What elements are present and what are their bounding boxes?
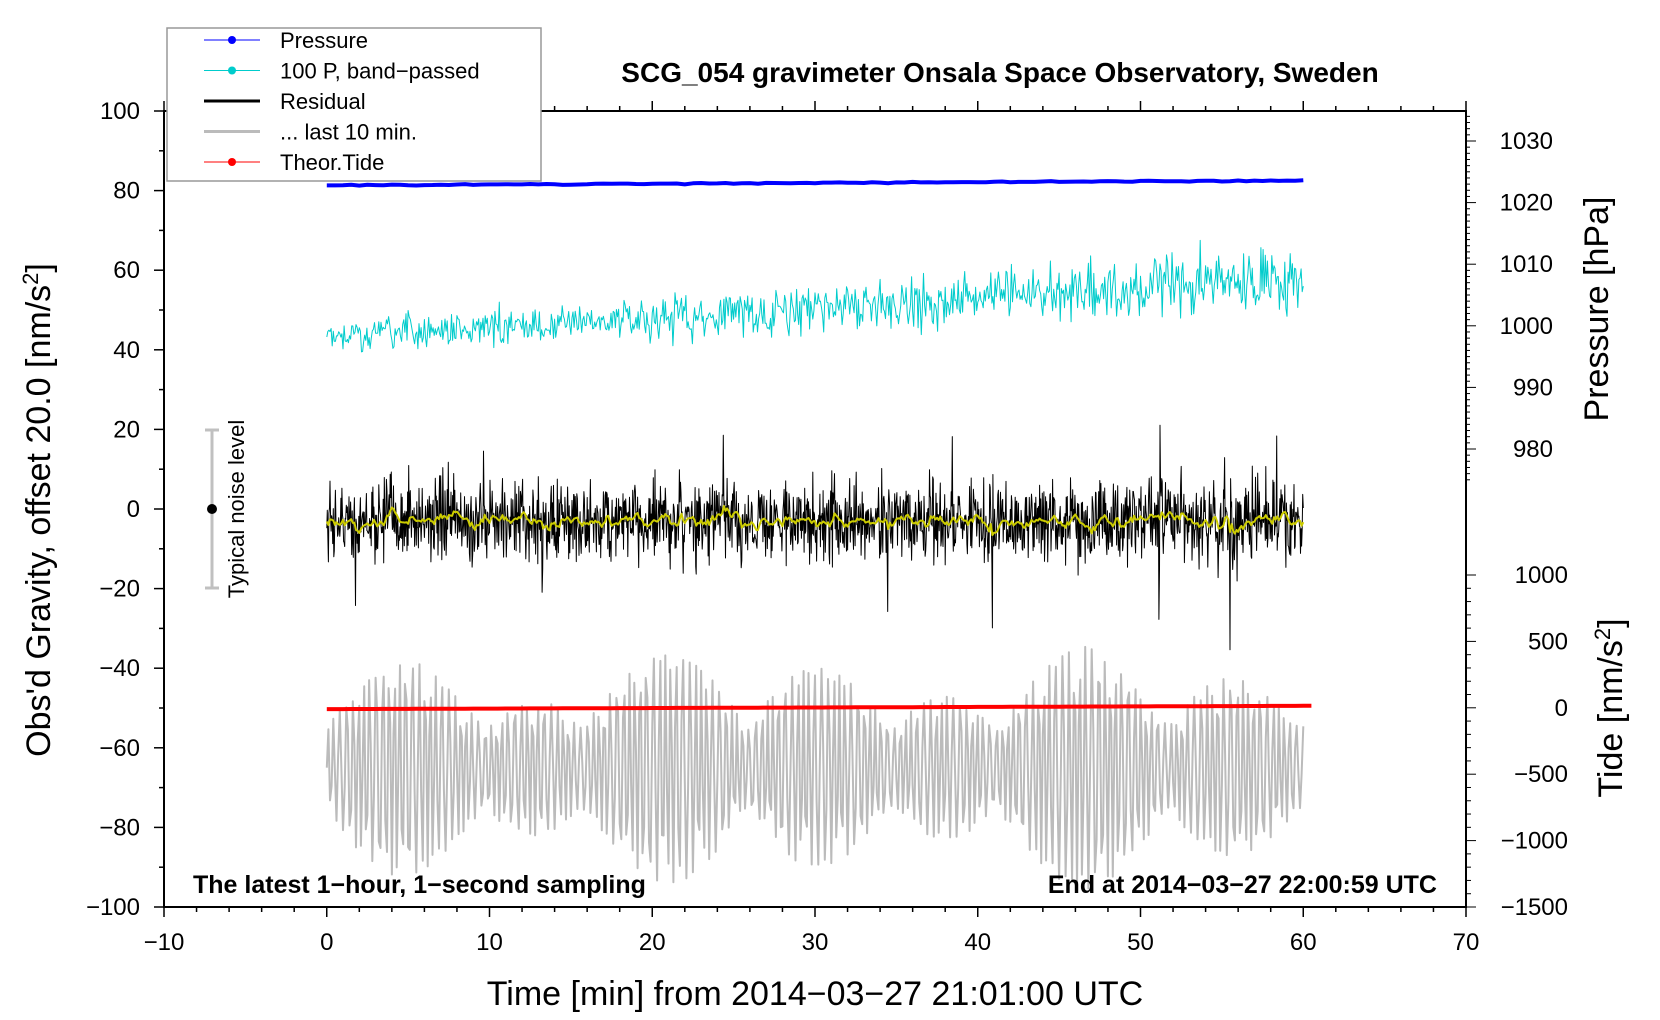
noise-bar-label: Typical noise level — [224, 420, 249, 599]
x-tick-label: −10 — [144, 929, 185, 956]
y-axis-label-main: Obs'd Gravity, offset 20.0 [nm/s — [20, 285, 58, 757]
y-tick-label: 80 — [113, 178, 140, 205]
y-tick-label: −40 — [99, 655, 140, 682]
legend-label: Pressure — [280, 28, 368, 53]
tide-tick-label: 500 — [1528, 628, 1568, 655]
x-tick-label: 50 — [1127, 929, 1154, 956]
annotation-end-time: End at 2014−03−27 22:00:59 UTC — [1048, 871, 1437, 899]
pressure-tick-label: 990 — [1513, 374, 1553, 401]
y-tick-label: 0 — [127, 496, 140, 523]
axes-layer: −10 0 10 20 30 40 50 60 70100806040200−20−40−60−… — [86, 98, 1568, 956]
tide-axis-label-end: ] — [1592, 618, 1630, 627]
legend: Pressure 100 P, band−passed Residual ... la… — [166, 27, 542, 182]
legend-item: Theor.Tide — [204, 150, 384, 175]
pressure-tick-label: 1020 — [1500, 190, 1553, 217]
series-pressure-bandpassed — [326, 239, 1304, 353]
legend-swatch-marker — [228, 36, 236, 44]
legend-swatch-marker — [228, 158, 236, 166]
series-residual — [326, 424, 1304, 651]
legend-label: Theor.Tide — [280, 150, 384, 175]
x-tick-label: 10 — [476, 929, 503, 956]
tide-tick-label: 0 — [1555, 695, 1568, 722]
y-tick-label: 40 — [113, 337, 140, 364]
series-pressure — [326, 178, 1304, 188]
pressure-axis-label: Pressure [hPa] — [1578, 197, 1616, 422]
y-axis-label-sup: 2 — [18, 273, 43, 285]
pressure-tick-label: 1000 — [1500, 313, 1553, 340]
legend-label: ... last 10 min. — [280, 120, 417, 145]
tide-tick-label: −1000 — [1501, 828, 1568, 855]
series-residual-smoothed — [325, 505, 1305, 537]
legend-item: 100 P, band−passed — [204, 59, 480, 84]
y-tick-label: −100 — [86, 894, 140, 921]
x-tick-label: 70 — [1453, 929, 1480, 956]
y-tick-label: 60 — [113, 257, 140, 284]
y-tick-label: −20 — [99, 576, 140, 603]
tide-tick-label: 1000 — [1515, 562, 1568, 589]
annotation-sampling: The latest 1−hour, 1−second sampling — [193, 871, 646, 899]
pressure-tick-label: 1030 — [1500, 128, 1553, 155]
x-tick-label: 40 — [964, 929, 991, 956]
chart-title: SCG_054 gravimeter Onsala Space Observat… — [621, 57, 1378, 88]
tide-tick-label: −500 — [1514, 761, 1568, 788]
pressure-tick-label: 980 — [1513, 436, 1553, 463]
x-tick-label: 20 — [639, 929, 666, 956]
y-tick-label: 100 — [100, 98, 140, 125]
tide-tick-label: −1500 — [1501, 894, 1568, 921]
y-tick-label: −80 — [99, 814, 140, 841]
pressure-tick-label: 1010 — [1500, 251, 1553, 278]
noise-level-indicator: Typical noise level — [205, 420, 249, 599]
legend-item: Pressure — [204, 28, 368, 53]
x-tick-label: 0 — [320, 929, 333, 956]
legend-swatch-marker — [228, 66, 236, 75]
y-axis-label: Obs'd Gravity, offset 20.0 [nm/s2] — [18, 263, 59, 757]
tide-axis-label: Tide [nm/s2] — [1590, 618, 1631, 797]
series-theor-tide — [326, 703, 1312, 712]
noise-bar-center-dot — [207, 504, 217, 514]
x-tick-label: 30 — [802, 929, 829, 956]
tide-axis-label-main: Tide [nm/s — [1592, 640, 1630, 797]
series-last-10-min — [325, 645, 1305, 890]
x-axis-label: Time [min] from 2014−03−27 21:01:00 UTC — [487, 975, 1143, 1013]
y-tick-label: −60 — [99, 735, 140, 762]
legend-item: Residual — [204, 89, 366, 114]
tide-axis-label-sup: 2 — [1590, 628, 1615, 640]
legend-label: 100 P, band−passed — [280, 59, 480, 84]
legend-label: Residual — [280, 89, 366, 114]
y-tick-label: 20 — [113, 416, 140, 443]
x-tick-label: 60 — [1290, 929, 1317, 956]
y-axis-label-end: ] — [20, 263, 58, 272]
legend-item: ... last 10 min. — [204, 120, 417, 145]
series-layer — [325, 178, 1312, 890]
legend-box — [166, 27, 542, 182]
